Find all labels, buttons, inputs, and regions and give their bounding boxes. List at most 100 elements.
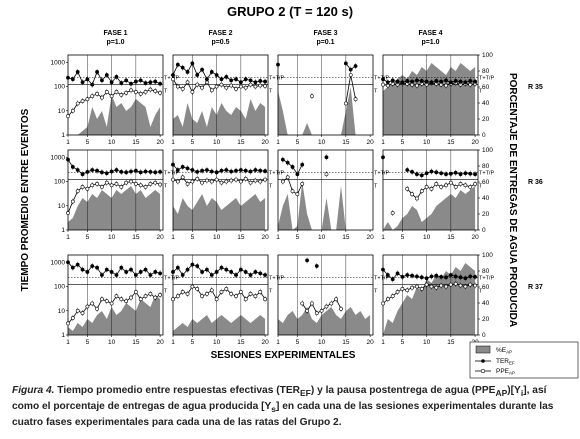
ref-label-ttp: T+T/P	[479, 170, 494, 176]
ter-point	[190, 61, 195, 66]
x-tick-label: 5	[86, 339, 90, 346]
ppe-point	[234, 86, 238, 91]
ter-point	[190, 262, 195, 267]
ppe-point	[238, 84, 243, 89]
rat-label: R 35	[528, 84, 543, 91]
area-series	[383, 63, 476, 135]
ppe-point	[439, 185, 444, 189]
ter-point	[143, 169, 148, 174]
ppe-point	[200, 180, 204, 185]
ref-label-t: T	[164, 184, 168, 190]
ppe-point	[300, 181, 305, 186]
y2-tick-label: 40	[482, 300, 490, 307]
ppe-point	[453, 185, 458, 189]
ppe-point	[290, 189, 295, 194]
ppe-point	[66, 114, 70, 119]
y2-tick-label: 20	[482, 211, 490, 218]
area-series	[278, 87, 371, 135]
ppe-point	[348, 73, 353, 77]
ppe-point	[75, 101, 80, 106]
ref-label-t: T	[374, 89, 378, 95]
ppe-point	[119, 185, 124, 189]
ter-point	[153, 79, 158, 84]
ppe-point	[334, 297, 339, 302]
x-tick-label: 20	[156, 234, 164, 241]
ppe-point	[415, 284, 419, 289]
caption-text-b: ) y la pausa postentrega de agua (PPE	[310, 385, 496, 396]
ppe-point	[148, 87, 153, 92]
ref-label-t: T	[269, 89, 273, 95]
y-tick-label: 1	[61, 132, 65, 139]
ppe-point	[205, 178, 209, 183]
ppe-point	[85, 186, 90, 191]
ter-point	[148, 80, 153, 85]
ppe-point	[248, 291, 253, 296]
caption-sub-a: EF	[300, 388, 311, 399]
ppe-point	[248, 82, 253, 87]
ter-point	[129, 81, 133, 86]
x-tick-label: 10	[108, 339, 116, 346]
ter-point	[95, 265, 99, 270]
ter-point	[190, 168, 195, 172]
ter-point	[124, 270, 129, 274]
caption-text-a: Tiempo promedio entre respuestas efectiv…	[54, 385, 300, 396]
ter-point	[195, 264, 200, 268]
ter-point	[314, 264, 319, 268]
ter-point	[109, 80, 114, 85]
ter-point	[129, 267, 133, 272]
x-tick-label: 10	[318, 139, 326, 146]
caption-sub-c: i	[520, 388, 524, 399]
area-series	[68, 295, 161, 335]
panel-frame	[172, 54, 269, 136]
ter-point	[381, 155, 385, 160]
ter-point	[100, 78, 104, 83]
panels: 151015201101001000T+T/PT15101520T+T/PT15…	[51, 52, 495, 346]
ter-point	[444, 78, 448, 83]
x-tick-label: 15	[132, 339, 140, 346]
ter-point	[439, 274, 444, 279]
ter-point	[153, 270, 158, 274]
ppe-point	[185, 80, 190, 85]
ter-point	[305, 258, 309, 263]
ter-point	[429, 274, 434, 279]
ppe-point	[66, 321, 70, 326]
y2-tick-label: 80	[482, 268, 490, 275]
ter-point	[468, 171, 473, 176]
ter-point	[200, 270, 204, 274]
ter-point	[109, 270, 114, 274]
ppe-point	[400, 286, 405, 291]
ter-point	[80, 80, 85, 85]
ppe-point	[405, 288, 410, 293]
figure-title: GRUPO 2 (T = 120 s)	[227, 4, 353, 19]
ppe-point	[258, 179, 263, 184]
ppe-point	[90, 183, 95, 188]
ter-point	[458, 172, 463, 177]
y-tick-label: 10	[58, 108, 66, 115]
ppe-point	[300, 301, 305, 306]
ppe-point	[258, 83, 263, 88]
ppe-point	[214, 177, 219, 182]
ter-point	[229, 169, 234, 174]
area-series	[68, 186, 161, 230]
x-tick-label: 10	[423, 139, 431, 146]
ppe-point	[219, 290, 224, 294]
ppe-point	[224, 286, 229, 291]
ppe-point	[381, 301, 385, 306]
panel-frame	[277, 149, 374, 231]
ref-label-t: T	[164, 89, 168, 95]
x-tick-label: 5	[296, 234, 300, 241]
ppe-point	[85, 97, 90, 102]
ppe-point	[205, 291, 209, 296]
ter-point	[138, 78, 143, 83]
ref-label-t: T	[374, 289, 378, 295]
y-right-axis-label: PORCENTAJE DE ENTREGAS DE AGUA PRODUCIDA	[507, 73, 518, 327]
ter-point	[410, 79, 414, 84]
panel-frame	[67, 149, 164, 231]
ter-point	[180, 65, 185, 70]
ppe-point	[70, 108, 75, 113]
ppe-point	[381, 82, 385, 87]
phase-p: p=0.1	[316, 39, 334, 46]
